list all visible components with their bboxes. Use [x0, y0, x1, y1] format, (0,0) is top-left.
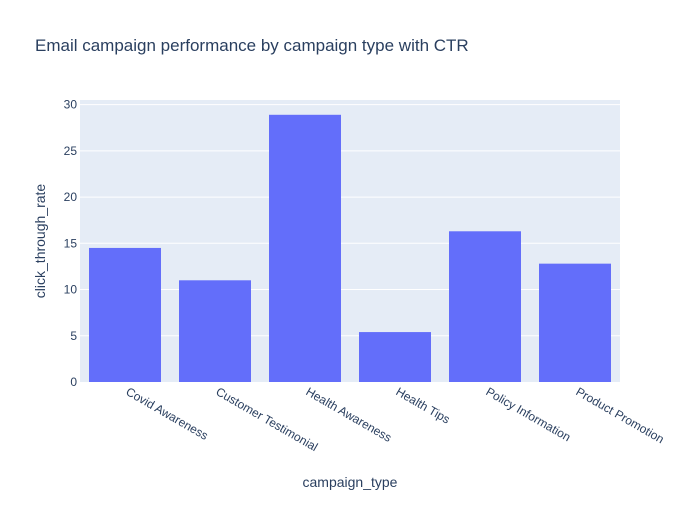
bar[interactable] — [539, 263, 611, 382]
x-tick-label: Product Promotion — [574, 384, 667, 446]
y-tick-label: 15 — [64, 236, 78, 250]
x-tick-label: Health Awareness — [304, 384, 395, 444]
y-axis-ticks: 0 5 10 15 20 25 30 — [64, 98, 78, 389]
bar[interactable] — [89, 247, 161, 382]
plot-area — [80, 100, 620, 382]
y-tick-label: 10 — [64, 283, 78, 297]
x-tick-label: Covid Awareness — [124, 384, 211, 442]
y-axis-title: click_through_rate — [32, 184, 48, 299]
chart-title: Email campaign performance by campaign t… — [35, 36, 469, 55]
bar[interactable] — [359, 332, 431, 382]
bar[interactable] — [269, 114, 341, 382]
y-tick-label: 25 — [64, 144, 78, 158]
y-tick-label: 0 — [70, 375, 77, 389]
bar[interactable] — [179, 280, 251, 382]
gridlines — [80, 104, 620, 337]
bars — [89, 114, 611, 382]
x-tick-label: Policy Information — [484, 384, 574, 444]
y-tick-label: 30 — [64, 98, 78, 112]
bar[interactable] — [449, 231, 521, 382]
x-tick-label: Health Tips — [394, 384, 453, 426]
y-tick-label: 20 — [64, 190, 78, 204]
x-axis-ticks: Covid Awareness Customer TestimonialHealt… — [124, 384, 667, 454]
x-axis-title: campaign_type — [303, 474, 398, 490]
y-tick-label: 5 — [70, 329, 77, 343]
